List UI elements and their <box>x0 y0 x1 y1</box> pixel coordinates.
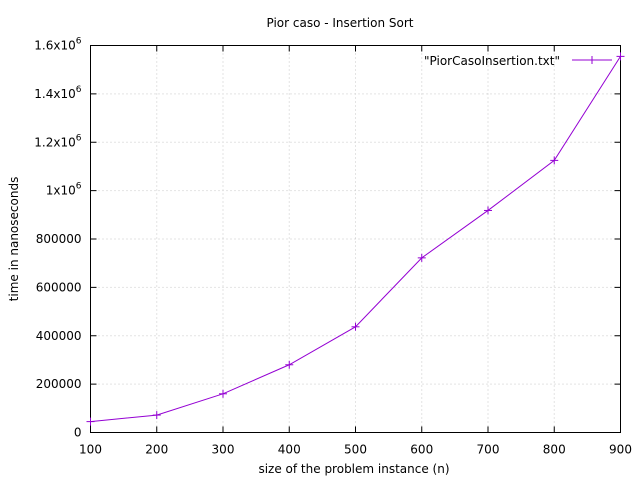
data-point-marker <box>219 389 227 398</box>
legend-label: "PiorCasoInsertion.txt" <box>424 54 560 68</box>
y-tick-label: 1.4x106 <box>34 85 81 101</box>
x-axis-title: size of the problem instance (n) <box>258 462 449 476</box>
data-point-marker <box>152 411 161 420</box>
series-layer <box>86 52 625 426</box>
y-tick-label-exponent: 6 <box>76 133 82 143</box>
data-point-marker <box>550 156 559 165</box>
data-point-marker <box>285 360 294 369</box>
y-tick-label: 1x106 <box>46 182 82 198</box>
y-tick-label-exponent: 6 <box>76 37 82 47</box>
chart-title: Pior caso - Insertion Sort <box>266 16 413 30</box>
x-tick-label: 500 <box>344 443 367 457</box>
y-tick-label-exponent: 6 <box>76 85 82 95</box>
data-point-marker <box>616 52 625 61</box>
data-point-marker <box>417 253 426 262</box>
legend-marker <box>588 56 596 64</box>
x-tick-label: 100 <box>79 443 102 457</box>
y-tick-label: 600000 <box>36 280 82 294</box>
y-tick-label: 1.6x106 <box>34 37 81 53</box>
x-tick-label: 900 <box>609 443 632 457</box>
y-tick-label: 0 <box>74 426 82 440</box>
legend: "PiorCasoInsertion.txt" <box>424 54 612 68</box>
x-tick-label: 300 <box>212 443 235 457</box>
y-axis-title: time in nanoseconds <box>7 177 21 302</box>
y-tick-label: 800000 <box>36 232 82 246</box>
x-tick-label: 700 <box>477 443 500 457</box>
x-tick-label: 800 <box>543 443 566 457</box>
data-point-marker <box>484 206 492 215</box>
x-tick-label: 400 <box>278 443 301 457</box>
grid-layer <box>90 45 621 433</box>
y-tick-label: 400000 <box>36 329 82 343</box>
tick-layer: 100 200 300 400 500 600 700 800 900 0 200000 400000… <box>34 37 632 457</box>
x-tick-label: 600 <box>410 443 433 457</box>
data-point-marker <box>351 322 360 331</box>
x-tick-label: 200 <box>145 443 168 457</box>
data-point-marker <box>86 417 95 426</box>
y-tick-label: 200000 <box>36 377 82 391</box>
y-tick-label: 1.2x106 <box>34 133 81 149</box>
y-tick-label-exponent: 6 <box>76 182 82 192</box>
